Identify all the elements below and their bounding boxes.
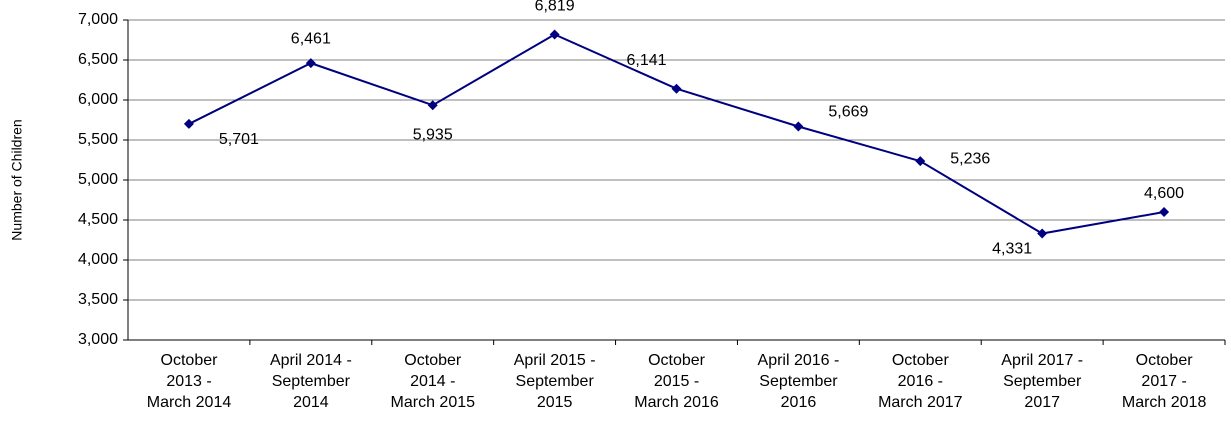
marker xyxy=(793,121,804,132)
marker xyxy=(427,100,438,111)
x-tick-label: October 2016 - March 2017 xyxy=(878,352,963,411)
data-label: 6,819 xyxy=(535,0,575,15)
x-tick-label: April 2016 - September 2016 xyxy=(757,352,840,411)
data-label: 5,236 xyxy=(950,150,990,167)
y-tick-label: 7,000 xyxy=(78,11,118,28)
x-tick-label: October 2015 - March 2016 xyxy=(634,352,719,411)
x-tick-label: April 2017 - September 2017 xyxy=(1001,352,1084,411)
x-tick-label: April 2014 - September 2014 xyxy=(269,352,352,411)
y-tick-label: 4,500 xyxy=(78,211,118,228)
line xyxy=(188,33,1165,235)
y-tick-label: 6,500 xyxy=(78,51,118,68)
data-label: 4,331 xyxy=(992,241,1032,258)
marker xyxy=(671,83,682,94)
y-tick-label: 6,000 xyxy=(78,91,118,108)
marker xyxy=(1159,207,1170,217)
y-tick-label: 3,500 xyxy=(78,291,118,308)
data-label: 4,600 xyxy=(1144,185,1184,202)
data-label: 6,461 xyxy=(291,30,331,47)
data-label: 5,935 xyxy=(413,126,453,143)
marker xyxy=(549,29,560,40)
marker xyxy=(183,118,194,129)
data-label: 6,141 xyxy=(626,52,666,69)
y-tick-label: 3,000 xyxy=(78,331,118,348)
marker xyxy=(1037,228,1048,239)
x-tick-label: October 2017 - March 2018 xyxy=(1121,352,1207,411)
marker xyxy=(915,156,926,167)
marker xyxy=(305,58,316,69)
y-tick-label: 5,000 xyxy=(78,171,118,188)
x-tick-label: April 2015 - September 2015 xyxy=(513,352,596,411)
data-label: 5,701 xyxy=(219,131,259,148)
x-tick-label: October 2013 - March 2014 xyxy=(146,352,232,411)
y-tick-label: 4,000 xyxy=(78,251,118,268)
data-label: 5,669 xyxy=(828,104,868,121)
y-tick-label: 5,500 xyxy=(78,131,118,148)
y-axis-label: Number of Children xyxy=(9,119,25,240)
x-tick-label: October 2014 - March 2015 xyxy=(390,352,476,411)
